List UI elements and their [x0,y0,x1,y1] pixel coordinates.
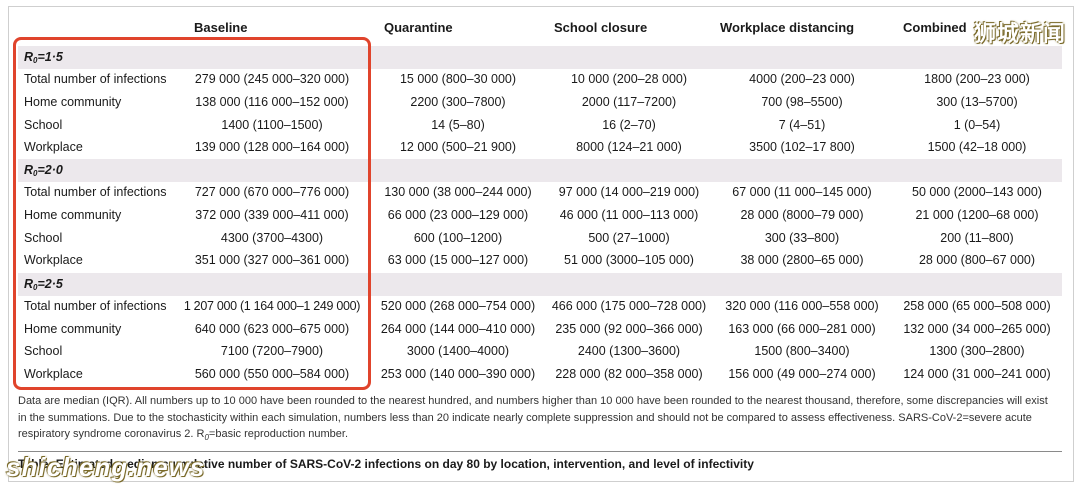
cell-baseline: 1 207 000 (1 164 000–1 249 000) [183,299,361,313]
watermark-top: 狮城新闻 [973,21,1066,46]
cell-school-closure: 228 000 (82 000–358 000) [555,367,703,381]
cell-baseline: 727 000 (670 000–776 000) [194,185,350,199]
cell-school-closure: 2000 (117–7200) [581,95,677,109]
cell-combined: 132 000 (34 000–265 000) [903,322,1051,336]
row-label: Workplace [24,253,83,267]
cell-combined: 200 (11–800) [940,231,1014,245]
cell-combined: 1800 (200–23 000) [924,72,1030,86]
group-label-r0-1-5: R0=1·5 [24,50,63,65]
baseline-highlight-box [13,37,371,390]
cell-quarantine: 12 000 (500–21 900) [399,140,517,154]
cell-school-closure: 10 000 (200–28 000) [570,72,688,86]
row-label: Home community [24,322,122,336]
row-label: Total number of infections [24,299,167,313]
row-label: School [24,231,63,245]
cell-baseline: 138 000 (116 000–152 000) [195,95,349,109]
cell-workplace-distancing: 1500 (800–3400) [754,344,850,358]
table-footnote: Data are median (IQR). All numbers up to… [18,393,1062,447]
cell-workplace-distancing: 700 (98–5500) [761,95,843,109]
cell-quarantine: 130 000 (38 000–244 000) [384,185,532,199]
footnote-line: in the summations. Due to the stochastic… [18,411,1032,424]
cell-school-closure: 46 000 (11 000–113 000) [559,208,699,222]
cell-combined: 21 000 (1200–68 000) [915,208,1039,222]
cell-school-closure: 8000 (124–21 000) [576,140,682,154]
group-band-r0-1-5 [18,46,1062,69]
cell-quarantine: 600 (100–1200) [413,231,503,245]
cell-quarantine: 520 000 (268 000–754 000) [380,299,536,313]
cell-school-closure: 51 000 (3000–105 000) [564,253,694,267]
group-label-r0-2-5: R0=2·5 [24,277,63,292]
table-caption: Table: Estimated median cumulative numbe… [18,457,754,471]
cell-combined: 124 000 (31 000–241 000) [903,367,1051,381]
table-frame [8,6,1074,482]
row-label: Workplace [24,367,83,381]
cell-baseline: 372 000 (339 000–411 000) [195,208,349,222]
group-rows-r0-1-5 [18,69,1062,159]
cell-combined: 300 (13–5700) [936,95,1018,109]
cell-baseline: 279 000 (245 000–320 000) [194,72,350,86]
col-header-quarantine: Quarantine [384,20,453,35]
row-label: Home community [24,208,122,222]
cell-school-closure: 235 000 (92 000–366 000) [555,322,703,336]
cell-baseline: 139 000 (128 000–164 000) [194,140,350,154]
cell-combined: 1300 (300–2800) [929,344,1025,358]
cell-combined: 1500 (42–18 000) [927,140,1027,154]
cell-workplace-distancing: 156 000 (49 000–274 000) [728,367,876,381]
col-header-workplace-distancing: Workplace distancing [720,20,855,35]
cell-workplace-distancing: 38 000 (2800–65 000) [740,253,864,267]
cell-workplace-distancing: 7 (4–51) [778,118,826,132]
cell-baseline: 351 000 (327 000–361 000) [194,253,350,267]
cell-quarantine: 63 000 (15 000–127 000) [387,253,529,267]
cell-baseline: 4300 (3700–4300) [220,231,324,245]
col-header-baseline: Baseline [194,20,248,35]
cell-quarantine: 3000 (1400–4000) [406,344,510,358]
cell-baseline: 640 000 (623 000–675 000) [194,322,350,336]
cell-school-closure: 97 000 (14 000–219 000) [558,185,700,199]
cell-baseline: 560 000 (550 000–584 000) [194,367,350,381]
cell-school-closure: 16 (2–70) [602,118,656,132]
watermark-bottom: shicheng.news [6,452,206,482]
row-label: School [24,118,63,132]
cell-workplace-distancing: 28 000 (8000–79 000) [740,208,864,222]
cell-school-closure: 500 (27–1000) [588,231,670,245]
cell-workplace-distancing: 320 000 (116 000–558 000) [725,299,879,313]
cell-school-closure: 466 000 (175 000–728 000) [551,299,707,313]
cell-quarantine: 15 000 (800–30 000) [399,72,517,86]
cell-workplace-distancing: 3500 (102–17 800) [749,140,855,154]
footnote-line: respiratory syndrome coronavirus 2. R0=b… [18,428,349,443]
row-label: Home community [24,95,122,109]
group-label-r0-2-0: R0=2·0 [24,163,63,178]
cell-quarantine: 264 000 (144 000–410 000) [380,322,536,336]
group-band-r0-2-5 [18,273,1062,296]
row-label: Workplace [24,140,83,154]
col-header-combined: Combined [903,20,967,35]
cell-workplace-distancing: 300 (33–800) [764,231,840,245]
caption-divider [18,451,1062,452]
cell-baseline: 7100 (7200–7900) [220,344,324,358]
row-label: School [24,344,63,358]
cell-workplace-distancing: 67 000 (11 000–145 000) [732,185,872,199]
cell-combined: 28 000 (800–67 000) [918,253,1036,267]
group-band-r0-2-0 [18,159,1062,182]
cell-combined: 258 000 (65 000–508 000) [903,299,1051,313]
footnote-line: Data are median (IQR). All numbers up to… [18,395,1048,407]
cell-quarantine: 253 000 (140 000–390 000) [380,367,536,381]
cell-combined: 50 000 (2000–143 000) [912,185,1042,199]
cell-workplace-distancing: 4000 (200–23 000) [749,72,855,86]
col-header-school-closure: School closure [554,20,648,35]
row-label: Total number of infections [24,72,167,86]
cell-baseline: 1400 (1100–1500) [221,118,323,132]
cell-quarantine: 14 (5–80) [431,118,485,132]
row-label: Total number of infections [24,185,167,199]
cell-quarantine: 2200 (300–7800) [410,95,506,109]
cell-quarantine: 66 000 (23 000–129 000) [387,208,529,222]
cell-school-closure: 2400 (1300–3600) [577,344,681,358]
cell-workplace-distancing: 163 000 (66 000–281 000) [728,322,876,336]
cell-combined: 1 (0–54) [953,118,1001,132]
